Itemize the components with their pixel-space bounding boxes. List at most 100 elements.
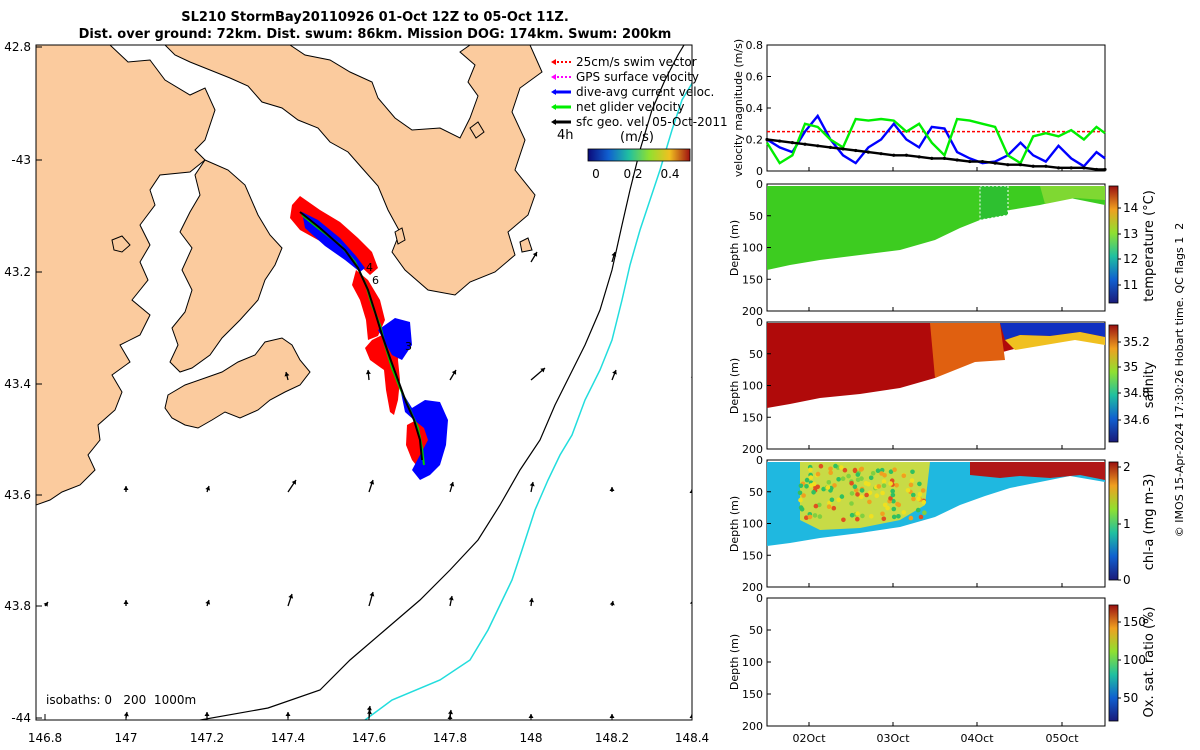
chla-sample-dot xyxy=(849,480,854,486)
velocity-point xyxy=(828,145,832,149)
legend-label: dive-avg current veloc. xyxy=(576,85,714,99)
geo-arrow xyxy=(529,597,534,607)
oxygen-ylabel: Depth (m) xyxy=(728,634,741,690)
legend-entry: sfc geo. vel. 05-Oct-2011 xyxy=(551,115,728,129)
legend-entry: net glider velocity xyxy=(551,100,684,114)
velocity-ytick-label: 0 xyxy=(756,165,763,178)
velocity-point xyxy=(955,158,959,162)
velocity-yticks: 0 0.2 0.4 0.6 0.8 xyxy=(746,39,771,178)
velocity-series-line xyxy=(766,113,1106,168)
colorbar-tick-label: 1 xyxy=(1123,517,1131,531)
oxygen-yticks: 0 50 100 150 200 xyxy=(742,592,771,733)
oxygen-colorbar-ticks: 150 100 50 xyxy=(1118,615,1146,705)
land-masses xyxy=(36,45,543,506)
chla-sample-dot xyxy=(890,492,896,498)
chla-sample-dot xyxy=(891,498,896,504)
salinity-ylabel: Depth (m) xyxy=(728,358,741,414)
legend-label: 25cm/s swim vector xyxy=(576,55,697,69)
chla-speckle xyxy=(797,463,927,523)
depth-tick-label: 150 xyxy=(742,549,763,562)
geo-arrow xyxy=(689,601,692,606)
geo-arrow xyxy=(287,479,297,493)
legend-label: GPS surface velocity xyxy=(576,70,699,84)
geo-arrow xyxy=(368,479,375,493)
velocity-point xyxy=(1069,166,1073,170)
legend-arrowhead xyxy=(551,74,556,80)
velocity-point xyxy=(1044,164,1048,168)
chla-sample-dot xyxy=(918,514,924,520)
chla-sample-dot xyxy=(852,484,858,490)
depth-tick-label: 100 xyxy=(742,242,763,255)
velocity-point xyxy=(930,156,934,160)
temperature-gap xyxy=(979,185,1009,221)
track-centerline xyxy=(299,211,423,461)
depth-tick-label: 0 xyxy=(756,454,763,467)
velocity-series-line xyxy=(765,117,1106,165)
velocity-point xyxy=(1082,166,1086,170)
time-tick-label: 04Oct xyxy=(960,732,994,745)
chla-sample-dot xyxy=(839,465,844,470)
chla-sample-dot xyxy=(911,492,916,498)
legend-entry: GPS surface velocity xyxy=(551,70,699,84)
chla-sample-dot xyxy=(909,478,915,483)
chla-sample-dot xyxy=(901,510,907,515)
geo-arrow xyxy=(689,714,692,718)
colorbar-tick-0: 0 xyxy=(592,167,600,181)
oxygen-colorbar-label: Ox. sat. ratio (%) xyxy=(1142,607,1157,718)
map-lon-tick-label: 148.2 xyxy=(595,731,629,745)
velocity-point xyxy=(917,155,921,159)
chla-sample-dot xyxy=(801,493,806,498)
chla-sample-dot xyxy=(920,488,926,493)
colorbar-tick-label: 2 xyxy=(1123,460,1131,474)
depth-tick-label: 50 xyxy=(749,348,763,361)
chla-sample-dot xyxy=(826,504,832,510)
velocity-series xyxy=(765,113,1107,172)
map-lat-tick-label: 42.8 xyxy=(4,40,31,54)
map-lon-tick-label: 146.8 xyxy=(28,731,62,745)
chla-surface-high xyxy=(970,462,1105,480)
depth-tick-label: 150 xyxy=(742,688,763,701)
map-lon-tick-label: 147.4 xyxy=(271,731,305,745)
chla-sample-dot xyxy=(815,484,820,490)
chla-sample-dot xyxy=(829,485,834,491)
depth-tick-label: 50 xyxy=(749,210,763,223)
chla-sample-dot xyxy=(818,463,824,469)
land-peninsula xyxy=(169,159,283,373)
sfc-geo-velocity-arrows xyxy=(43,251,692,720)
salinity-surface-fresh xyxy=(1000,323,1105,340)
day-label-3: 3 xyxy=(405,340,412,353)
chla-sample-dot xyxy=(807,514,813,520)
depth-tick-label: 150 xyxy=(742,411,763,424)
geo-arrow xyxy=(366,705,372,713)
chla-sample-dot xyxy=(917,492,923,497)
chla-sample-dot xyxy=(846,473,851,479)
temperature-surface-warm xyxy=(1040,186,1105,204)
chla-sample-dot xyxy=(876,484,882,489)
colorbar-tick-label: 13 xyxy=(1123,227,1138,241)
isobath-200 xyxy=(196,45,685,720)
map-lon-tick-label: 147 xyxy=(115,731,138,745)
glider-track: 4 6 3 xyxy=(290,196,448,480)
salinity-yticks: 0 50 100 150 200 xyxy=(742,316,771,456)
time-tick-label: 05Oct xyxy=(1045,732,1079,745)
geo-arrow xyxy=(530,251,538,263)
salinity-front xyxy=(1005,332,1105,350)
chla-sample-dot xyxy=(896,514,901,519)
temperature-ylabel: Depth (m) xyxy=(728,220,741,276)
velocity-point xyxy=(942,156,947,160)
colorbar-tick-label: 34.8 xyxy=(1123,386,1150,400)
isobath-label: isobaths: 0 200 1000m xyxy=(46,693,196,707)
chla-sample-dot xyxy=(849,491,855,496)
map-lat-tick-label: 43.6 xyxy=(4,488,31,502)
chla-sample-dot xyxy=(833,463,838,469)
chla-sample-dot xyxy=(827,500,832,506)
chla-sample-dot xyxy=(888,481,893,486)
velocity-point xyxy=(968,159,972,164)
map-lon-tick-label: 147.6 xyxy=(352,731,386,745)
velocity-axes xyxy=(766,44,1106,172)
legend-arrowhead xyxy=(551,119,556,125)
temperature-colorbar xyxy=(1108,185,1119,304)
depth-tick-label: 50 xyxy=(749,486,763,499)
